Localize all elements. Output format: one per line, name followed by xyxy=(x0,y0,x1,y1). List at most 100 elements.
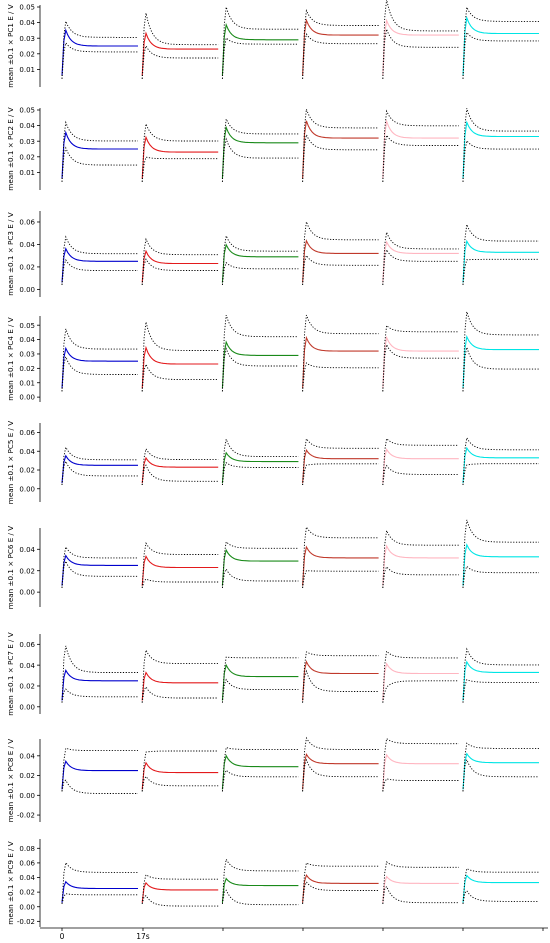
mean-line-seg-1 xyxy=(61,130,138,179)
y-tick-label: 0.06 xyxy=(19,860,35,868)
y-tick-label: 0.06 xyxy=(19,219,35,227)
y-tick-label: 0.00 xyxy=(19,485,35,493)
mean-line-seg-1 xyxy=(61,880,138,903)
upper-band-seg-1 xyxy=(61,328,138,392)
mean-line-seg-4 xyxy=(302,18,379,76)
upper-band-seg-6 xyxy=(462,5,539,79)
panel-4: 0.00 0.01 0.02 0.03 0.04 0.05 mean ±0.1 × PC4 … xyxy=(6,311,539,402)
upper-band-seg-2 xyxy=(141,874,219,904)
panel-3: 0.00 0.02 0.04 0.06 mean ±0.1 × PC3 E / V xyxy=(6,211,539,297)
lower-band-seg-6 xyxy=(462,31,539,79)
mean-line-seg-4 xyxy=(302,335,379,389)
mean-line-seg-4 xyxy=(302,448,379,484)
mean-line-seg-3 xyxy=(221,451,299,484)
mean-line-seg-2 xyxy=(141,761,219,790)
mean-line-seg-1 xyxy=(61,554,138,586)
lower-band-seg-5 xyxy=(382,565,459,588)
lower-band-seg-6 xyxy=(462,565,539,588)
mean-line-seg-4 xyxy=(302,545,379,586)
y-tick-label: 0.03 xyxy=(19,138,35,146)
mean-line-seg-1 xyxy=(61,28,138,76)
y-axis-label: mean ±0.1 × PC4 E / V xyxy=(6,317,15,400)
y-tick-label: 0.04 xyxy=(19,752,35,760)
lower-band-seg-3 xyxy=(221,347,299,392)
y-tick-label: 0.02 xyxy=(19,889,35,897)
mean-line-seg-3 xyxy=(221,548,299,586)
mean-line-seg-4 xyxy=(302,874,379,903)
lower-band-seg-4 xyxy=(302,133,379,182)
upper-band-seg-3 xyxy=(221,314,299,392)
y-tick-label: 0.04 xyxy=(19,662,35,670)
lower-band-seg-2 xyxy=(141,578,219,589)
upper-band-seg-2 xyxy=(141,122,219,182)
y-tick-label: -0.02 xyxy=(17,812,35,820)
y-axis-label: mean ±0.1 × PC7 E / V xyxy=(6,632,15,715)
panel-8: -0.02 0.00 0.02 0.04 mean ±0.1 × PC8 E / V xyxy=(6,736,539,822)
mean-line-seg-5 xyxy=(382,544,459,586)
y-tick-label: 0.02 xyxy=(19,50,35,58)
upper-band-seg-3 xyxy=(221,117,299,182)
mean-line-seg-3 xyxy=(221,877,299,903)
lower-band-seg-5 xyxy=(382,464,459,486)
mean-line-seg-2 xyxy=(141,881,219,903)
y-tick-label: 0.04 xyxy=(19,19,35,27)
mean-line-seg-5 xyxy=(382,753,459,790)
lower-band-seg-5 xyxy=(382,778,459,792)
upper-band-seg-4 xyxy=(302,9,379,79)
upper-band-seg-3 xyxy=(221,437,299,486)
mean-line-seg-2 xyxy=(141,555,219,586)
y-tick-label: 0.05 xyxy=(19,107,35,115)
mean-line-seg-2 xyxy=(141,345,219,389)
upper-band-seg-2 xyxy=(141,237,219,285)
upper-band-seg-5 xyxy=(382,529,459,588)
lower-band-seg-4 xyxy=(302,758,379,792)
panel-1: 0.01 0.02 0.03 0.04 0.05 mean ±0.1 × PC1 E / … xyxy=(6,0,539,88)
lower-band-seg-6 xyxy=(462,890,539,904)
upper-band-seg-4 xyxy=(302,437,379,486)
y-axis-label: mean ±0.1 × PC2 E / V xyxy=(6,107,15,190)
lower-band-seg-4 xyxy=(302,669,379,703)
upper-band-seg-5 xyxy=(382,737,459,792)
upper-band-seg-6 xyxy=(462,742,539,792)
lower-band-seg-1 xyxy=(61,688,138,703)
upper-band-seg-4 xyxy=(302,525,379,588)
mean-line-seg-5 xyxy=(382,119,459,179)
mean-line-seg-2 xyxy=(141,456,219,484)
upper-band-seg-3 xyxy=(221,541,299,588)
y-tick-label: 0.02 xyxy=(19,567,35,575)
lower-band-seg-3 xyxy=(221,678,299,703)
upper-band-seg-1 xyxy=(61,747,138,792)
mean-line-seg-2 xyxy=(141,135,219,179)
upper-band-seg-6 xyxy=(462,311,539,392)
lower-band-seg-3 xyxy=(221,769,299,792)
mean-line-seg-3 xyxy=(221,340,299,389)
lower-band-seg-3 xyxy=(221,137,299,182)
lower-band-seg-3 xyxy=(221,568,299,588)
mean-line-seg-6 xyxy=(462,239,539,283)
mean-line-seg-5 xyxy=(382,875,459,903)
mean-line-seg-5 xyxy=(382,662,459,701)
y-tick-label: 0.06 xyxy=(19,641,35,649)
mean-line-seg-6 xyxy=(462,752,539,790)
lower-band-seg-6 xyxy=(462,758,539,792)
lower-band-seg-2 xyxy=(141,44,219,79)
y-tick-label: 0.03 xyxy=(19,35,35,43)
lower-band-seg-4 xyxy=(302,463,379,486)
mean-line-seg-5 xyxy=(382,448,459,484)
y-tick-label: 0.05 xyxy=(19,322,35,330)
y-tick-label: 0.02 xyxy=(19,772,35,780)
mean-line-seg-1 xyxy=(61,346,138,389)
lower-band-seg-5 xyxy=(382,680,459,703)
lower-band-seg-6 xyxy=(462,139,539,182)
y-axis-label: mean ±0.1 × PC9 E / V xyxy=(6,841,15,924)
lower-band-seg-5 xyxy=(382,885,459,904)
mean-line-seg-1 xyxy=(61,760,138,790)
lower-band-seg-4 xyxy=(302,254,379,285)
y-tick-label: 0.04 xyxy=(19,448,35,456)
y-tick-label: 0.00 xyxy=(19,703,35,711)
mean-line-seg-4 xyxy=(302,752,379,790)
upper-band-seg-2 xyxy=(141,447,219,486)
y-tick-label: -0.02 xyxy=(17,918,35,926)
upper-band-seg-3 xyxy=(221,656,299,703)
